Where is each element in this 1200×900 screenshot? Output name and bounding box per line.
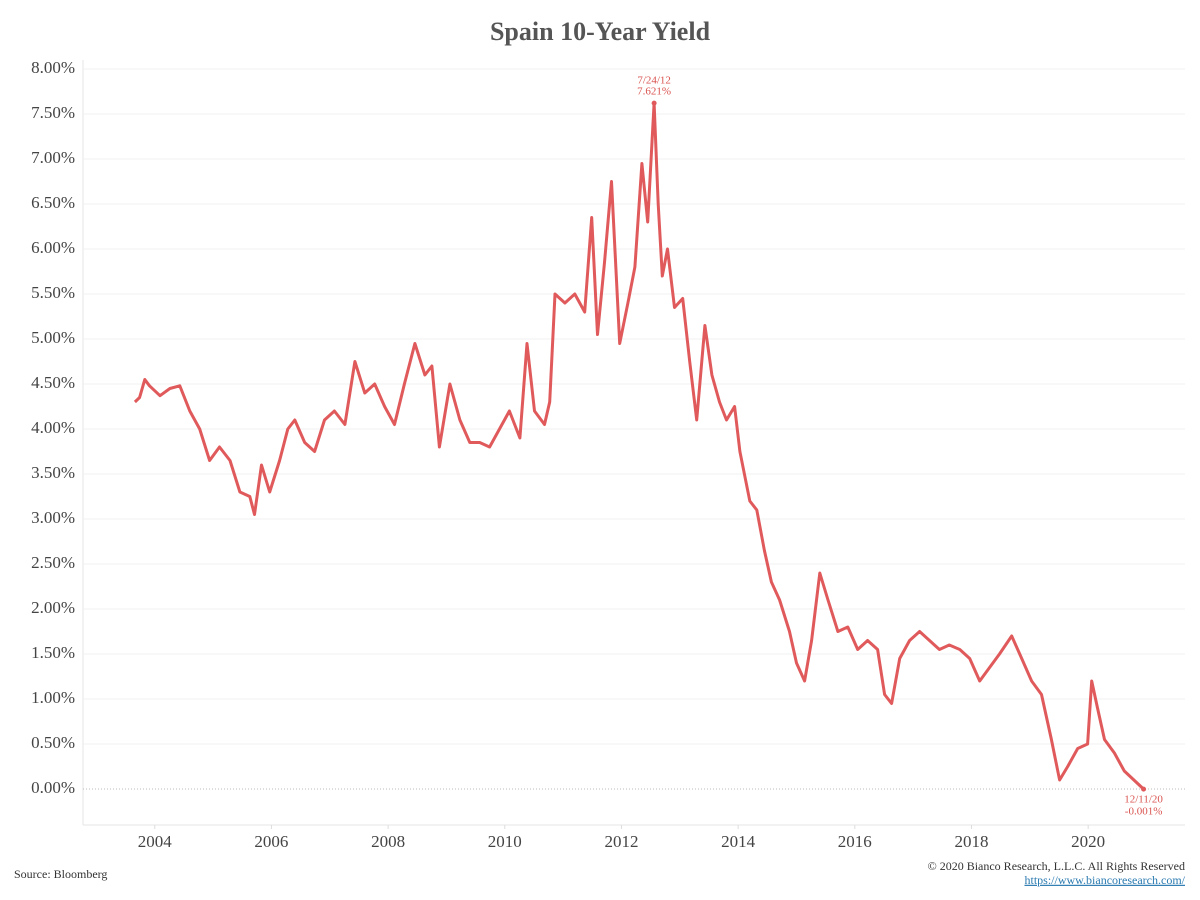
chart-title: Spain 10-Year Yield xyxy=(490,17,711,46)
annotation-date: 7/24/12 xyxy=(637,75,671,87)
y-tick-label: 2.50% xyxy=(31,553,75,572)
source: Source: Bloomberg xyxy=(14,867,107,881)
y-tick-label: 8.00% xyxy=(31,58,75,77)
x-tick-label: 2008 xyxy=(371,832,405,851)
y-tick-label: 3.50% xyxy=(31,463,75,482)
annotation-value: 7.621% xyxy=(637,86,671,98)
y-tick-label: 7.00% xyxy=(31,148,75,167)
y-tick-label: 7.50% xyxy=(31,103,75,122)
x-tick-label: 2020 xyxy=(1071,832,1105,851)
y-tick-label: 1.00% xyxy=(31,688,75,707)
x-tick-label: 2012 xyxy=(604,832,638,851)
x-tick-label: 2018 xyxy=(954,832,988,851)
y-tick-label: 0.00% xyxy=(31,778,75,797)
website-link[interactable]: https://www.biancoresearch.com/ xyxy=(1024,873,1185,887)
y-tick-label: 1.50% xyxy=(31,643,75,662)
annotation-point xyxy=(651,100,657,106)
y-tick-label: 5.00% xyxy=(31,328,75,347)
x-tick-label: 2004 xyxy=(138,832,173,851)
annotation-value: -0.001% xyxy=(1125,806,1163,818)
annotation-point xyxy=(1141,786,1147,792)
y-tick-label: 4.50% xyxy=(31,373,75,392)
y-tick-label: 0.50% xyxy=(31,733,75,752)
y-tick-label: 4.00% xyxy=(31,418,75,437)
x-tick-label: 2016 xyxy=(838,832,872,851)
y-tick-label: 5.50% xyxy=(31,283,75,302)
x-tick-label: 2010 xyxy=(488,832,522,851)
annotation-date: 12/11/20 xyxy=(1124,794,1163,806)
x-tick-label: 2006 xyxy=(254,832,288,851)
y-tick-label: 3.00% xyxy=(31,508,75,527)
copyright: © 2020 Bianco Research, L.L.C. All Right… xyxy=(928,859,1185,873)
y-tick-label: 2.00% xyxy=(31,598,75,617)
x-tick-label: 2014 xyxy=(721,832,756,851)
y-tick-label: 6.50% xyxy=(31,193,75,212)
series-line xyxy=(133,101,1145,791)
y-tick-label: 6.00% xyxy=(31,238,75,257)
